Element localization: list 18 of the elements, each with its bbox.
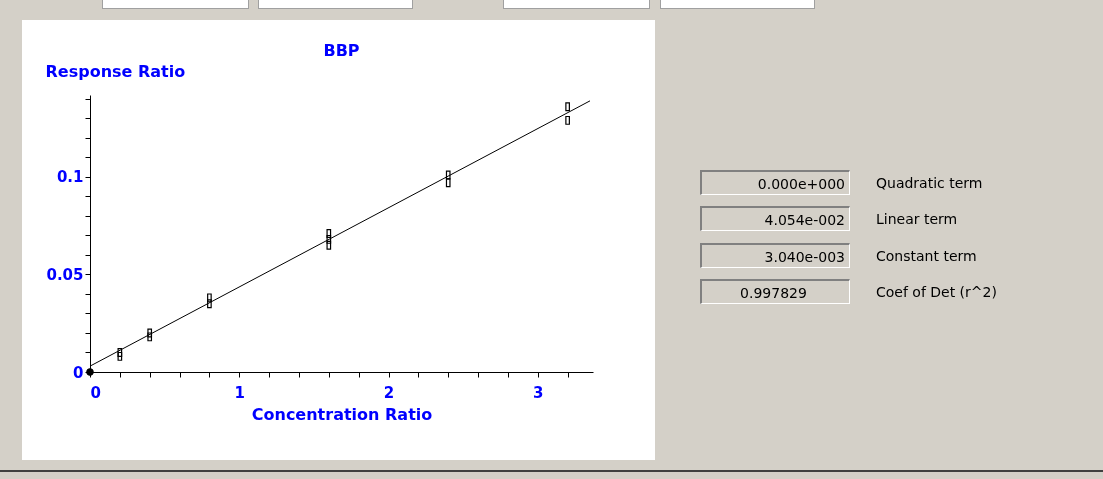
text: Quadratic term <box>876 174 983 193</box>
text: 0.000e+000 <box>700 170 850 195</box>
y-tick-label: 0 <box>73 363 84 382</box>
y-tick-label: 0.05 <box>46 265 84 284</box>
text: Linear term <box>876 210 958 230</box>
text: Coef of Det (r^2) <box>876 282 997 302</box>
x-tick-label: 3 <box>533 383 544 402</box>
text: 4.054e-002 <box>700 206 850 232</box>
x-axis-title: Concentration Ratio <box>251 404 433 424</box>
y-tick-label: 0.1 <box>56 168 84 187</box>
text: 0.997829 <box>700 278 850 304</box>
y-axis-title: Response Ratio <box>45 61 186 81</box>
chart-title: BBP <box>323 41 360 60</box>
x-tick-label: 0 <box>90 383 101 402</box>
text: 3.040e-003 <box>700 242 850 268</box>
x-tick-label: 1 <box>234 383 245 402</box>
text: Constant term <box>876 246 977 266</box>
x-tick-label: 2 <box>383 383 395 402</box>
